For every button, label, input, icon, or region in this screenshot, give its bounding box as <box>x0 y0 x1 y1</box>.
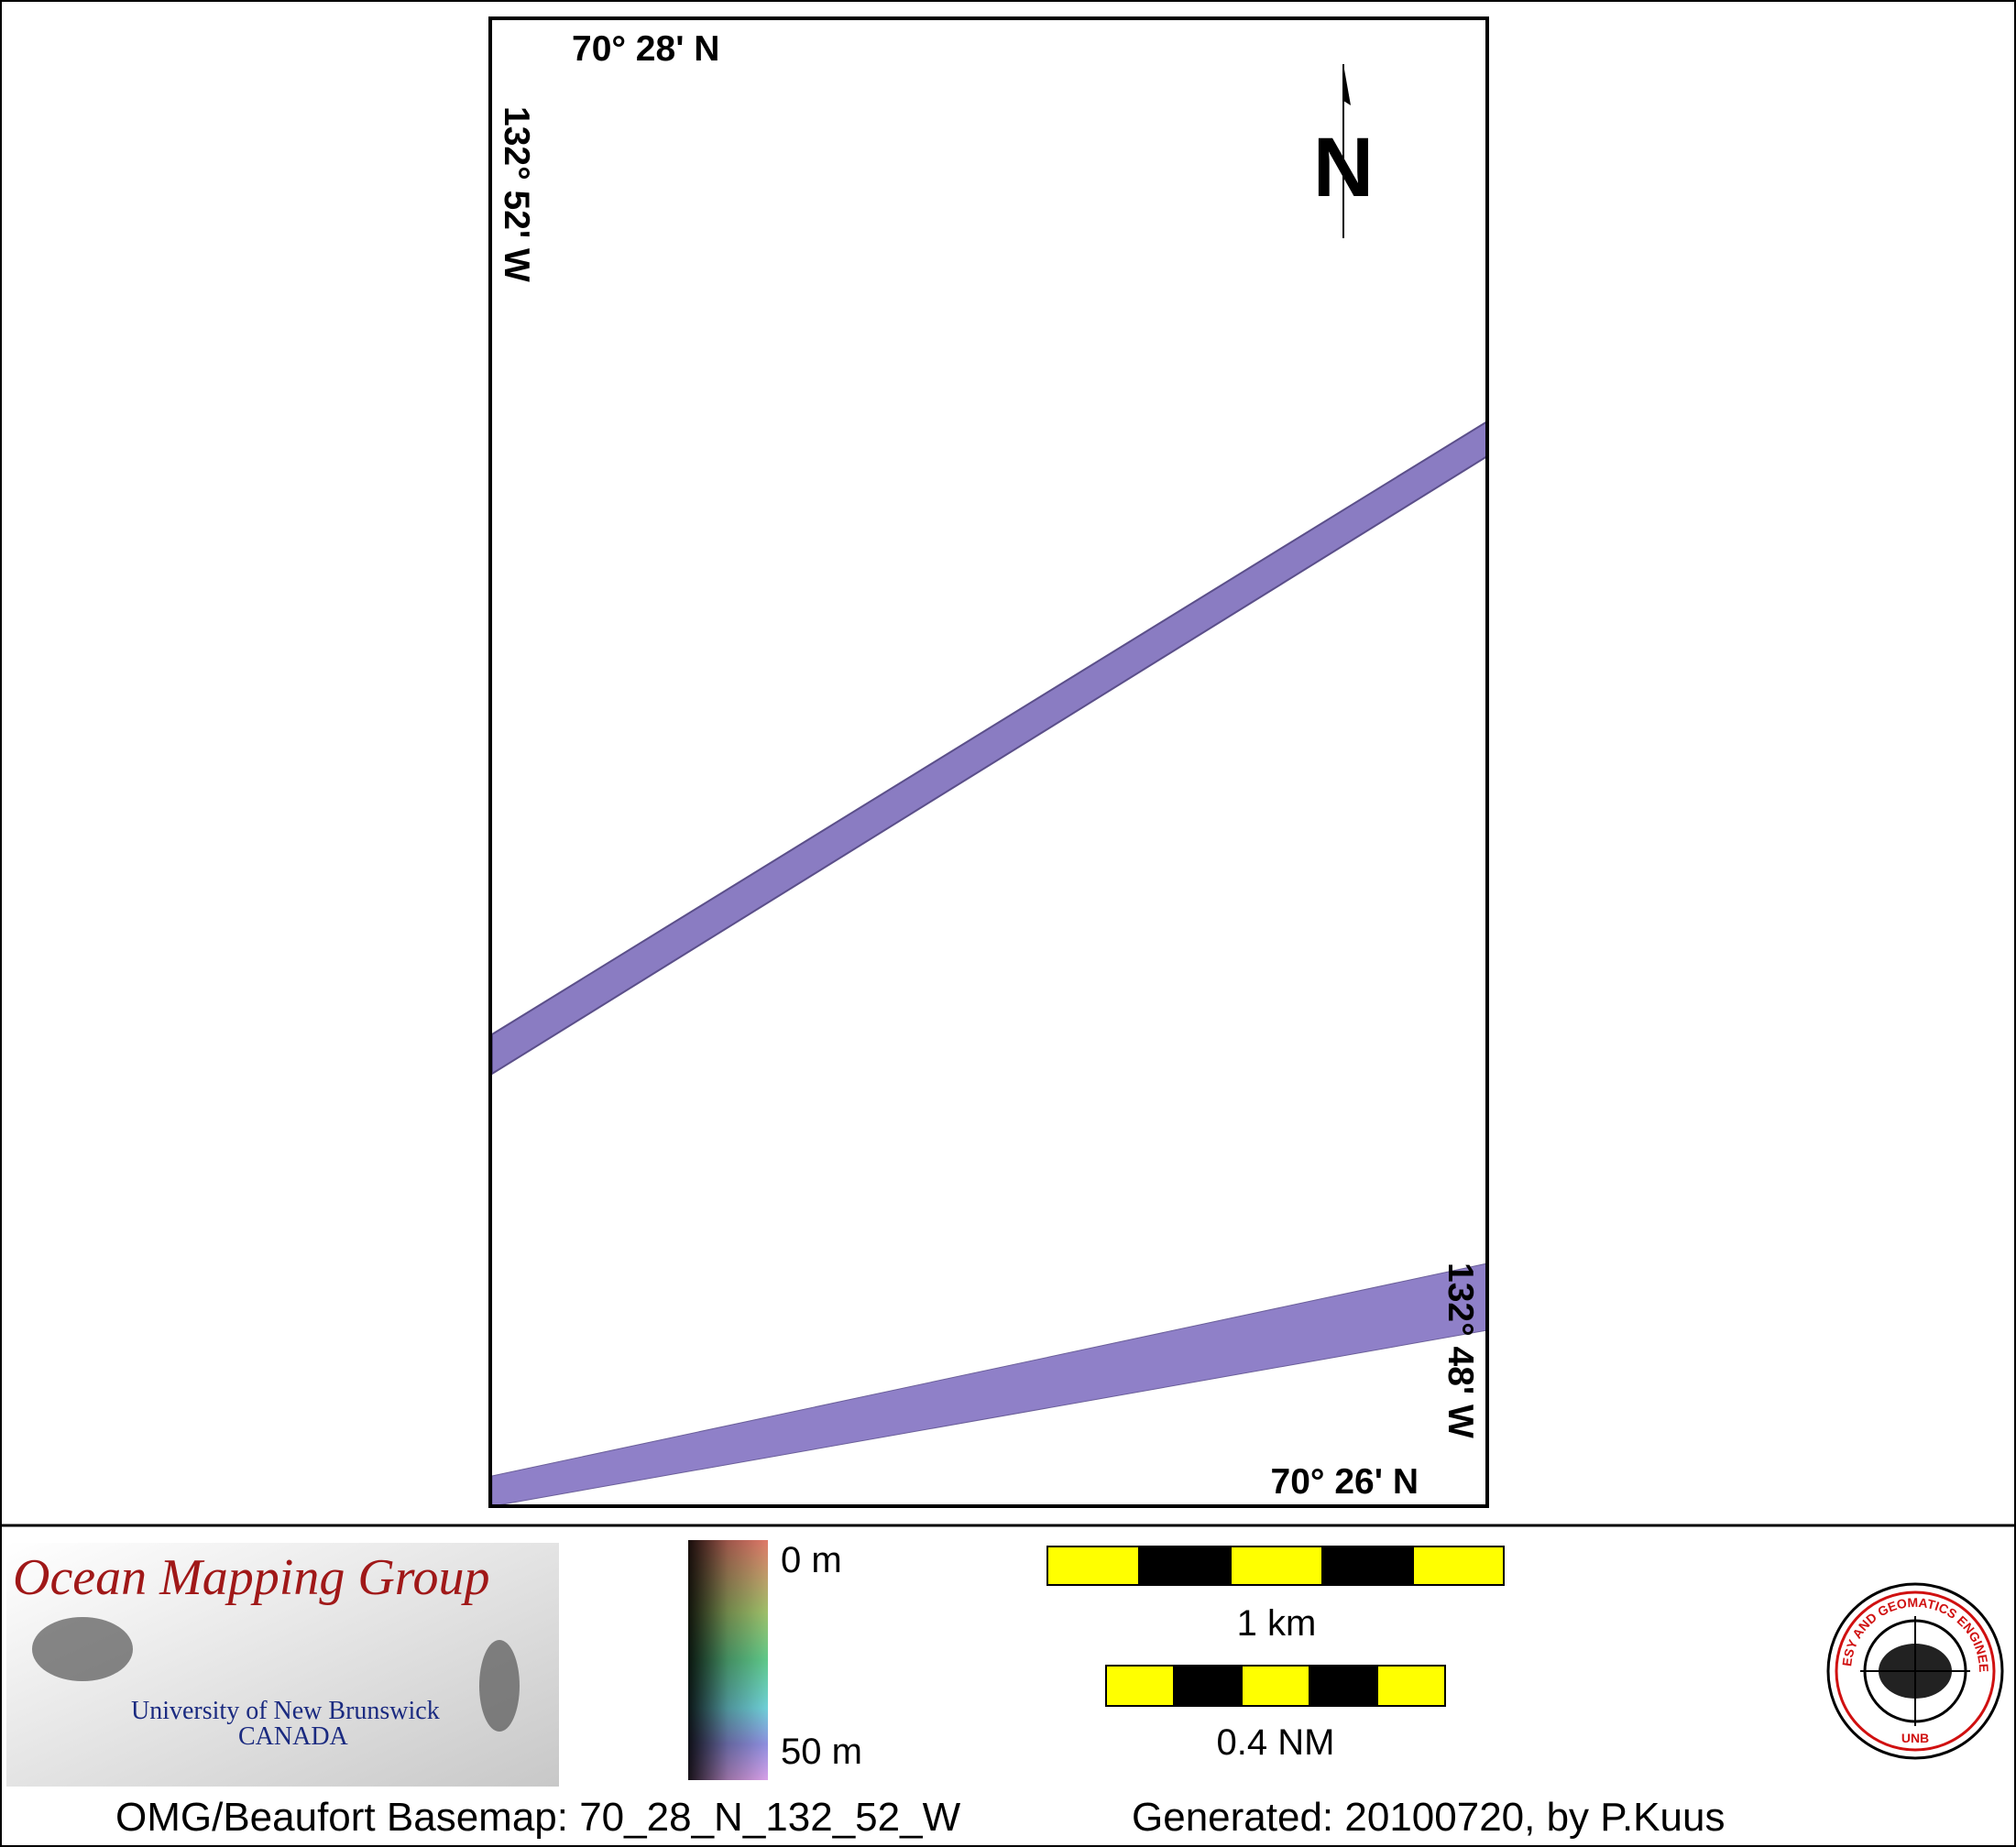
logo-graphic <box>32 1617 133 1681</box>
scale-segment <box>1230 1546 1323 1586</box>
scale-segment <box>1321 1546 1414 1586</box>
depth-bottom-label: 50 m <box>781 1732 862 1772</box>
logo-title: Ocean Mapping Group <box>13 1549 490 1606</box>
scale-segment <box>1173 1665 1243 1707</box>
scale-km-label: 1 km <box>1237 1603 1317 1644</box>
depth-legend: 0 m 50 m <box>688 1540 862 1780</box>
footer-generated: Generated: 20100720, by P.Kuus <box>1132 1795 1725 1840</box>
lat-label: 70° 26' N <box>1271 1462 1419 1502</box>
footer-basemap: OMG/Beaufort Basemap: 70_28_N_132_52_W <box>115 1795 961 1840</box>
scale-nm-label: 0.4 NM <box>1217 1722 1335 1763</box>
scale-segment <box>1105 1665 1175 1707</box>
scale-segment <box>1241 1665 1310 1707</box>
seal-name: UNB <box>1901 1731 1929 1745</box>
depth-top-label: 0 m <box>781 1540 842 1580</box>
map: 70° 28' N 132° 52' W 70° 26' N 132° 48' … <box>488 16 1489 1508</box>
color-bar-shade <box>688 1540 768 1780</box>
scale-segment <box>1309 1665 1378 1707</box>
seal-ring <box>1835 1590 1996 1752</box>
north-arrowhead <box>1343 64 1351 105</box>
scale-segment <box>1138 1546 1232 1586</box>
omg-logo: Ocean Mapping Group University of New Br… <box>6 1543 559 1787</box>
logo-graphic <box>479 1640 520 1732</box>
lon-label: 132° 48' W <box>1441 1262 1480 1438</box>
scale-bars: 1 km 0.4 NM <box>1046 1546 1505 1763</box>
scale-segment <box>1376 1665 1446 1707</box>
scale-segment <box>1412 1546 1505 1586</box>
lat-label: 70° 28' N <box>572 29 719 69</box>
scale-segment <box>1046 1546 1140 1586</box>
map-frame <box>488 16 1489 1508</box>
logo-university: University of New Brunswick <box>131 1697 440 1725</box>
lon-label: 132° 52' W <box>497 106 536 282</box>
logo-country: CANADA <box>238 1722 349 1751</box>
north-label: N <box>1313 121 1374 214</box>
